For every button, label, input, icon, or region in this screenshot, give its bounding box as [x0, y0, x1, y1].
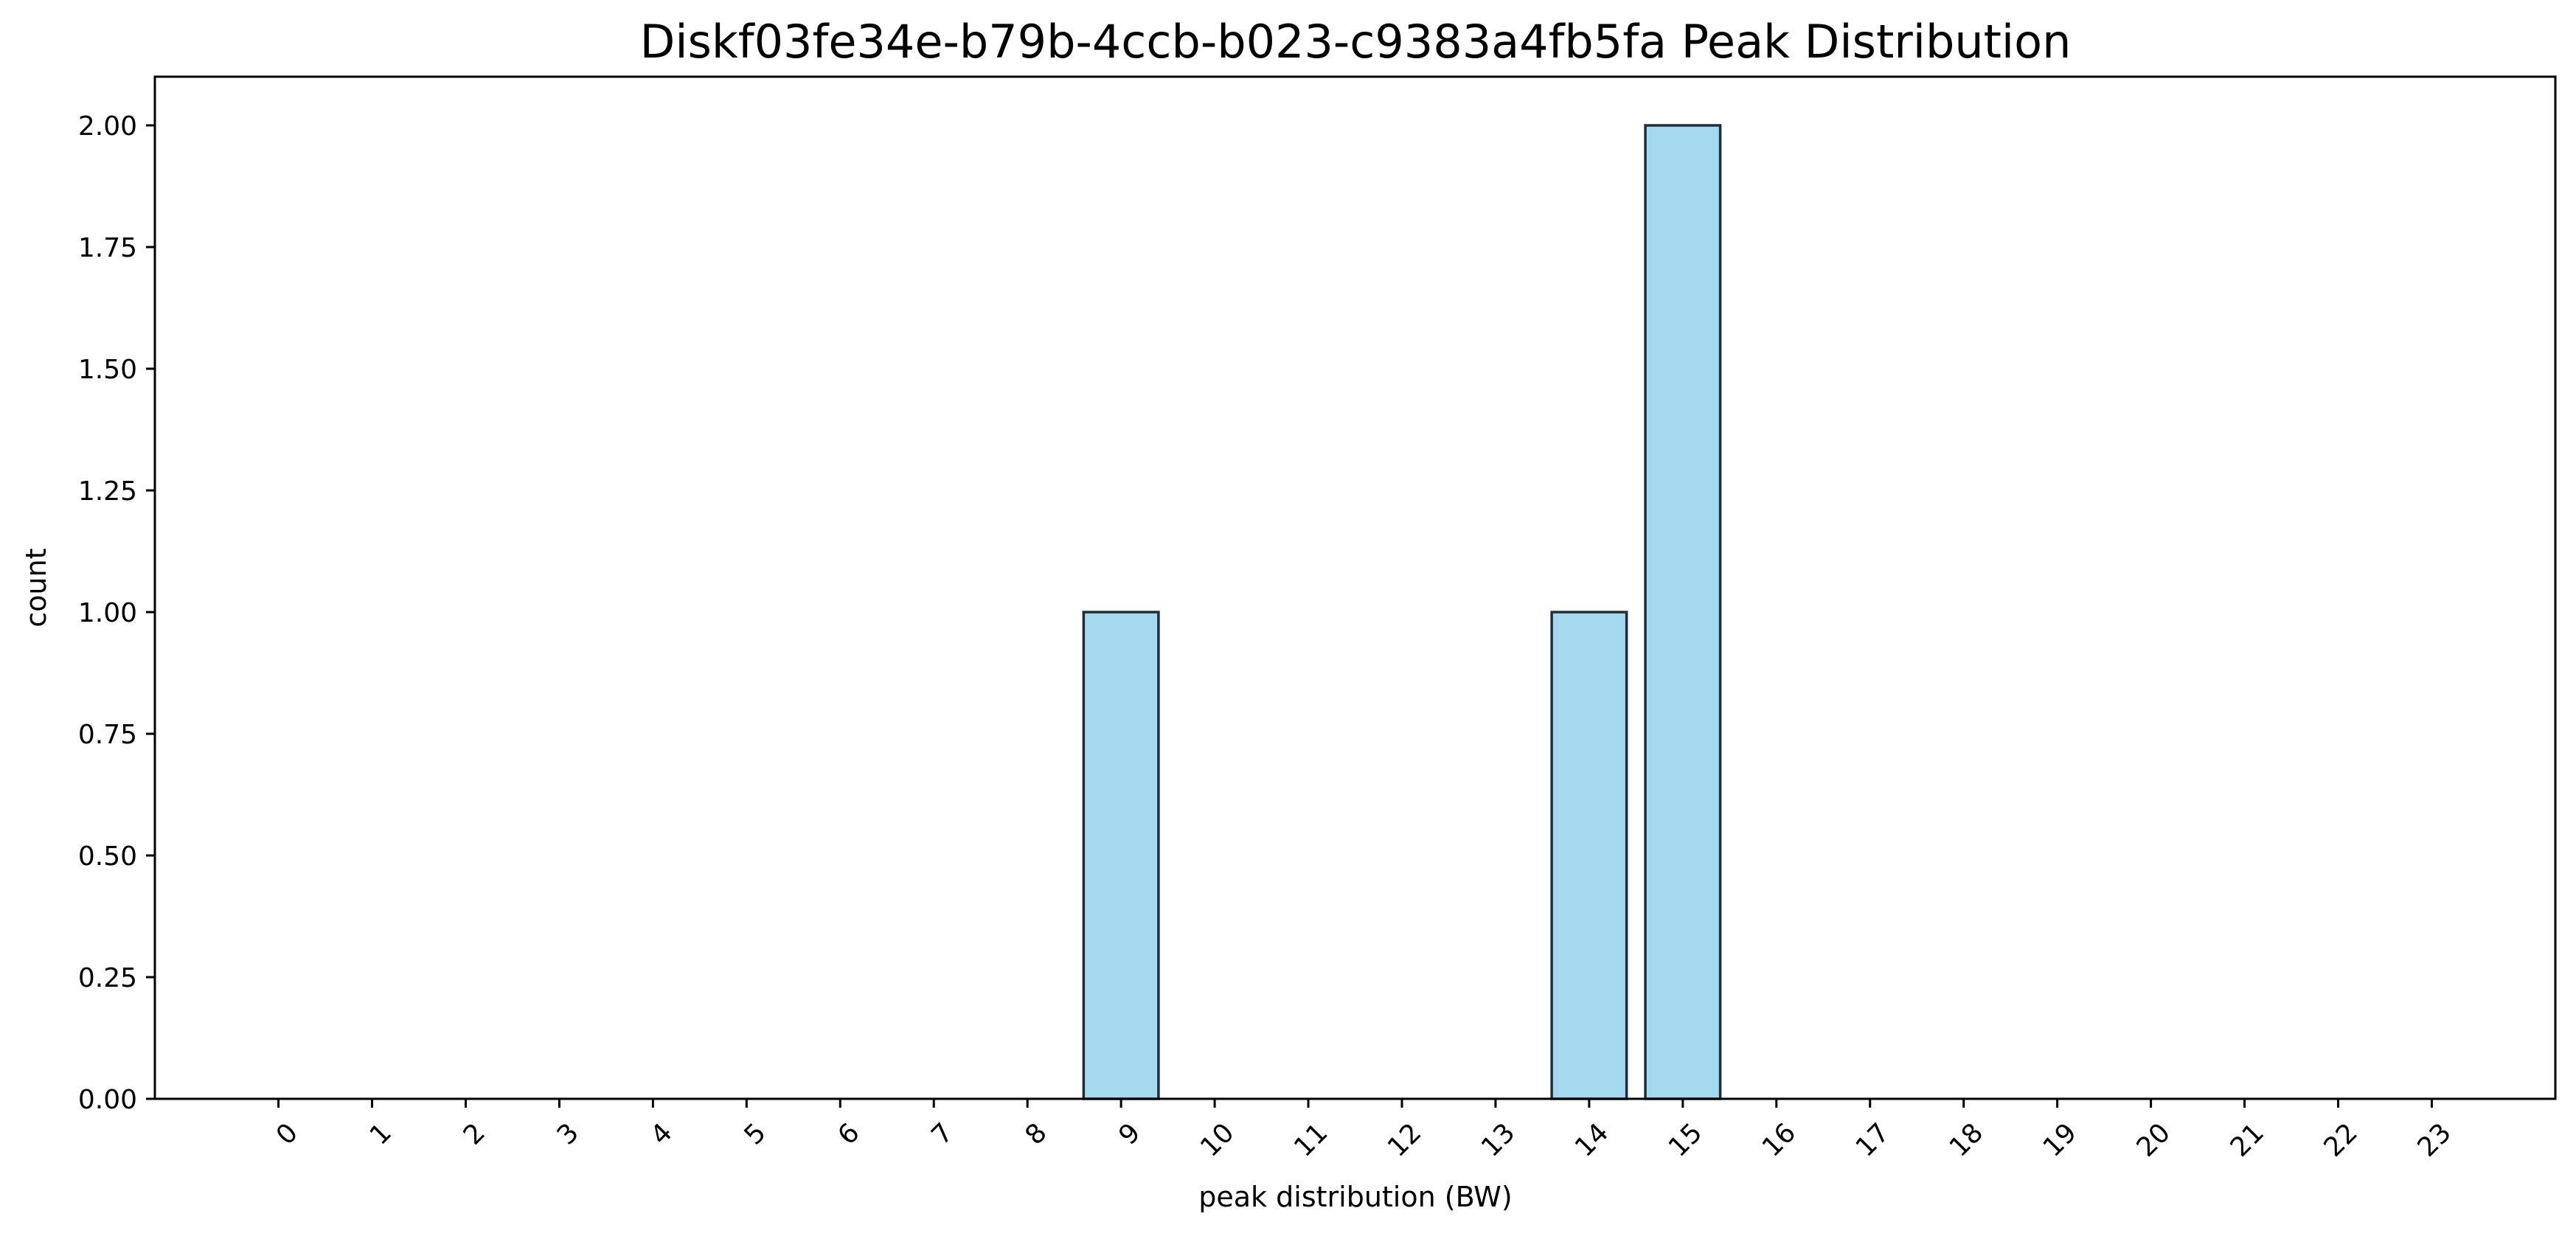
- y-axis-label: count: [20, 548, 52, 627]
- x-tick-label: 3: [552, 1117, 585, 1150]
- y-tick-label: 0.50: [78, 841, 137, 872]
- y-tick-label: 1.75: [78, 233, 137, 263]
- ticks-layer: 0.000.250.500.751.001.251.501.752.000 1 2 3…: [78, 111, 2457, 1163]
- x-tick-label: 15: [1663, 1117, 1708, 1162]
- x-tick-label: 21: [2225, 1117, 2270, 1162]
- x-tick-label: 13: [1476, 1117, 1521, 1162]
- y-tick-label: 0.75: [78, 720, 137, 750]
- y-tick-label: 2.00: [78, 111, 137, 142]
- x-tick-label: 14: [1569, 1117, 1614, 1162]
- x-tick-label: 16: [1757, 1117, 1802, 1162]
- y-tick-label: 0.25: [78, 963, 137, 993]
- x-tick-label: 22: [2319, 1117, 2364, 1162]
- x-tick-label: 20: [2131, 1117, 2176, 1162]
- x-tick-label: 19: [2038, 1117, 2083, 1162]
- y-tick-label: 1.25: [78, 476, 137, 507]
- y-tick-label: 1.50: [78, 355, 137, 385]
- x-tick-label: 2: [458, 1117, 491, 1150]
- plot-frame: [153, 75, 2557, 1100]
- x-tick-label: 0: [271, 1117, 304, 1150]
- x-tick-label: 23: [2412, 1117, 2457, 1162]
- x-tick-label: 12: [1382, 1117, 1427, 1162]
- x-tick-label: 11: [1288, 1117, 1333, 1162]
- bar-9: [1082, 611, 1160, 1100]
- x-tick-label: 9: [1113, 1117, 1146, 1150]
- x-tick-label: 1: [364, 1117, 397, 1150]
- bar-15: [1644, 124, 1722, 1100]
- x-tick-label: 18: [1944, 1117, 1989, 1162]
- bar-14: [1550, 611, 1628, 1100]
- y-tick-label: 1.00: [78, 598, 137, 628]
- x-tick-label: 10: [1195, 1117, 1240, 1162]
- x-tick-label: 8: [1019, 1117, 1052, 1150]
- x-tick-label: 5: [739, 1117, 772, 1150]
- x-tick-label: 7: [926, 1117, 959, 1150]
- bars-layer: [1082, 124, 1722, 1100]
- y-tick-label: 0.00: [78, 1085, 137, 1115]
- chart-title: Diskf03fe34e-b79b-4ccb-b023-c9383a4fb5fa…: [640, 15, 2072, 69]
- x-tick-label: 17: [1850, 1117, 1895, 1162]
- x-tick-label: 4: [645, 1117, 678, 1150]
- x-tick-label: 6: [833, 1117, 866, 1150]
- x-axis-label: peak distribution (BW): [1198, 1181, 1512, 1213]
